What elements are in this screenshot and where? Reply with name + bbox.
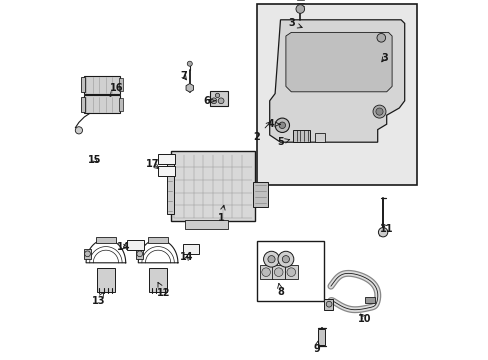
Text: 3: 3	[381, 53, 387, 63]
Circle shape	[137, 251, 142, 257]
Circle shape	[378, 228, 387, 237]
Circle shape	[215, 93, 219, 98]
Bar	[97, 268, 115, 292]
Text: 10: 10	[358, 314, 371, 324]
Bar	[148, 237, 168, 243]
Bar	[318, 329, 325, 345]
Circle shape	[376, 33, 385, 42]
Text: 4: 4	[267, 119, 280, 129]
Bar	[365, 297, 374, 303]
Polygon shape	[285, 32, 391, 92]
Text: 14: 14	[180, 252, 193, 262]
Polygon shape	[185, 84, 193, 92]
Circle shape	[274, 268, 283, 276]
Circle shape	[325, 301, 331, 307]
Bar	[253, 182, 267, 207]
Bar	[96, 237, 116, 243]
Text: 6: 6	[203, 96, 215, 106]
Bar	[84, 95, 120, 113]
Bar	[84, 249, 91, 259]
Circle shape	[75, 127, 82, 134]
Text: 7: 7	[180, 71, 186, 81]
Text: 3: 3	[287, 18, 302, 28]
Bar	[167, 158, 173, 214]
Bar	[257, 241, 323, 301]
Bar	[127, 240, 143, 250]
Bar	[170, 151, 255, 221]
Text: 16: 16	[110, 83, 123, 96]
Circle shape	[372, 105, 385, 118]
Circle shape	[282, 256, 289, 263]
Circle shape	[261, 268, 270, 276]
Bar	[314, 133, 325, 142]
Bar	[81, 97, 85, 112]
Bar	[183, 244, 199, 254]
Text: 15: 15	[88, 155, 102, 165]
Bar	[149, 268, 167, 292]
Circle shape	[218, 98, 224, 104]
Circle shape	[187, 61, 192, 66]
Bar	[257, 4, 416, 185]
Circle shape	[275, 118, 289, 132]
Circle shape	[263, 251, 279, 267]
Bar	[185, 220, 228, 229]
Text: 1: 1	[217, 205, 224, 223]
Text: 5: 5	[277, 137, 289, 147]
Bar	[84, 76, 120, 94]
Circle shape	[277, 251, 293, 267]
Bar	[272, 265, 285, 279]
Text: 17: 17	[145, 159, 159, 169]
Circle shape	[375, 108, 382, 115]
Bar	[158, 166, 175, 176]
Bar	[136, 249, 142, 259]
Bar	[284, 265, 297, 279]
Circle shape	[211, 98, 216, 104]
Text: 11: 11	[379, 224, 393, 234]
Bar	[323, 299, 332, 310]
Circle shape	[286, 268, 295, 276]
Text: 14: 14	[117, 242, 130, 252]
Bar	[81, 77, 85, 92]
Text: 13: 13	[92, 292, 105, 306]
Text: 9: 9	[312, 341, 319, 354]
Circle shape	[267, 256, 275, 263]
Circle shape	[84, 251, 90, 257]
Circle shape	[279, 122, 285, 129]
Bar	[292, 130, 310, 142]
Circle shape	[295, 5, 304, 13]
Bar	[259, 265, 272, 279]
Text: 2: 2	[253, 122, 270, 142]
Bar	[119, 78, 122, 91]
Bar	[119, 98, 122, 111]
Text: 8: 8	[277, 283, 284, 297]
Text: 12: 12	[157, 282, 170, 298]
Bar	[210, 91, 227, 106]
Bar	[158, 154, 175, 164]
Polygon shape	[269, 20, 404, 142]
